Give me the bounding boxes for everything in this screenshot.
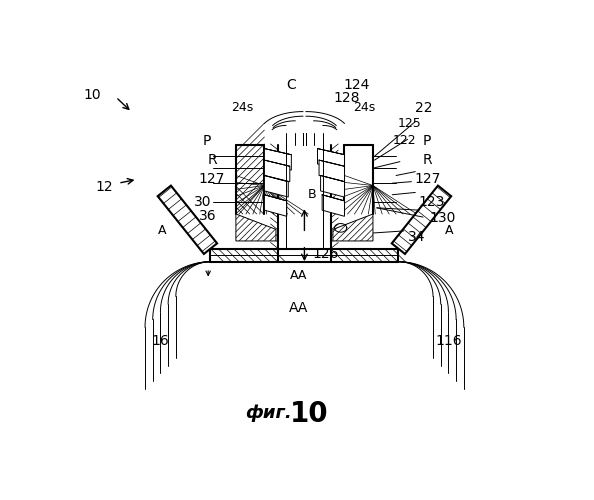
Text: 36: 36 <box>199 208 217 222</box>
Text: AA: AA <box>289 301 308 315</box>
Polygon shape <box>264 148 291 170</box>
Text: A: A <box>158 224 167 237</box>
Text: 16: 16 <box>151 334 169 348</box>
Text: 12: 12 <box>95 180 113 194</box>
Text: 30: 30 <box>194 196 212 209</box>
Text: A: A <box>446 224 454 237</box>
Text: 128: 128 <box>334 92 360 106</box>
Polygon shape <box>321 176 345 197</box>
Polygon shape <box>264 176 288 197</box>
Text: R: R <box>423 153 432 167</box>
Text: 127: 127 <box>199 172 225 186</box>
Bar <box>286 144 323 248</box>
Text: 130: 130 <box>430 211 456 225</box>
Text: B: B <box>308 188 316 201</box>
Text: 123: 123 <box>418 196 445 209</box>
Text: P: P <box>423 134 431 148</box>
Polygon shape <box>264 160 290 182</box>
Text: 124: 124 <box>344 78 370 92</box>
Polygon shape <box>333 214 373 241</box>
Text: 122: 122 <box>393 134 416 147</box>
Text: 10: 10 <box>83 88 101 102</box>
Text: C: C <box>286 78 296 92</box>
Polygon shape <box>392 186 451 254</box>
Text: 125: 125 <box>397 116 421 130</box>
Text: AA: AA <box>290 269 307 282</box>
Text: 127: 127 <box>415 172 441 186</box>
Polygon shape <box>157 186 217 254</box>
Text: P: P <box>203 134 211 148</box>
Polygon shape <box>236 214 276 241</box>
Text: 126: 126 <box>312 247 339 261</box>
Text: 10: 10 <box>290 400 328 428</box>
Polygon shape <box>318 148 345 170</box>
Text: 116: 116 <box>435 334 462 348</box>
Text: 24s: 24s <box>353 101 375 114</box>
Text: 24s: 24s <box>231 101 254 114</box>
Text: фиг.: фиг. <box>245 404 292 421</box>
Text: 22: 22 <box>415 100 432 114</box>
Text: 34: 34 <box>409 230 426 244</box>
Text: R: R <box>207 153 217 167</box>
Polygon shape <box>264 194 287 216</box>
Polygon shape <box>319 160 345 182</box>
Polygon shape <box>322 194 345 216</box>
